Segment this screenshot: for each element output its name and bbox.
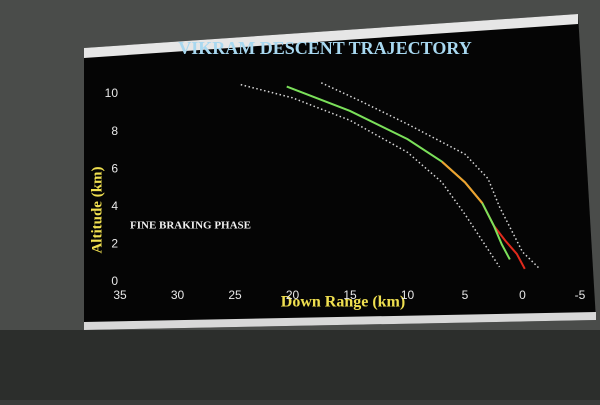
- annotation: FINE BRAKING PHASE: [130, 220, 251, 232]
- screen: [84, 14, 596, 330]
- trajectory-line: [441, 160, 484, 204]
- trajectory-line: [240, 83, 501, 268]
- floor: [0, 330, 600, 400]
- y-tick-label: 8: [111, 124, 118, 138]
- y-tick-label: 10: [105, 86, 119, 100]
- x-tick-label: 25: [228, 288, 242, 302]
- taskbar: [84, 312, 596, 330]
- x-tick-label: 30: [171, 288, 185, 302]
- x-tick-label: 0: [519, 288, 526, 302]
- chart-title: VIKRAM DESCENT TRAJECTORY: [178, 38, 471, 58]
- x-tick-label: 15: [343, 288, 357, 302]
- x-tick-label: 10: [401, 288, 415, 302]
- window-bar: [84, 14, 578, 58]
- y-tick-label: 4: [111, 199, 118, 213]
- y-tick-label: 2: [111, 237, 118, 251]
- y-tick-label: 6: [111, 161, 118, 175]
- x-tick-label: 20: [286, 288, 300, 302]
- y-axis-label: Altitude (km): [89, 166, 105, 253]
- x-axis-label: Down Range (km): [281, 294, 405, 311]
- x-tick-label: 5: [462, 288, 469, 302]
- y-tick-label: 0: [111, 274, 118, 288]
- x-tick-label: 35: [113, 288, 127, 302]
- x-tick-label: -5: [575, 288, 586, 302]
